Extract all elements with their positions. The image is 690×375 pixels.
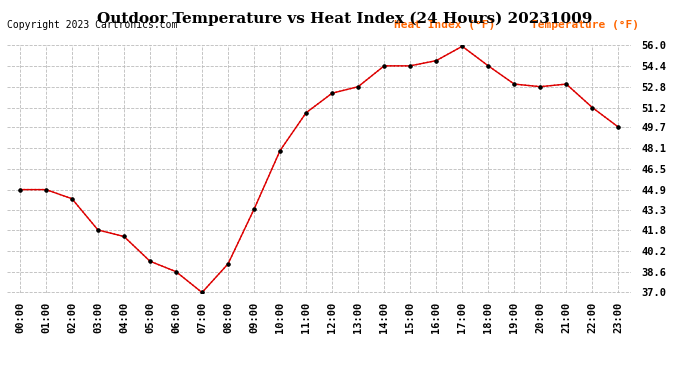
Text: Outdoor Temperature vs Heat Index (24 Hours) 20231009: Outdoor Temperature vs Heat Index (24 Ho… <box>97 11 593 26</box>
Text: Temperature (°F): Temperature (°F) <box>531 20 640 30</box>
Text: Copyright 2023 Cartronics.com: Copyright 2023 Cartronics.com <box>7 20 177 30</box>
Text: Heat Index (°F): Heat Index (°F) <box>394 20 495 30</box>
